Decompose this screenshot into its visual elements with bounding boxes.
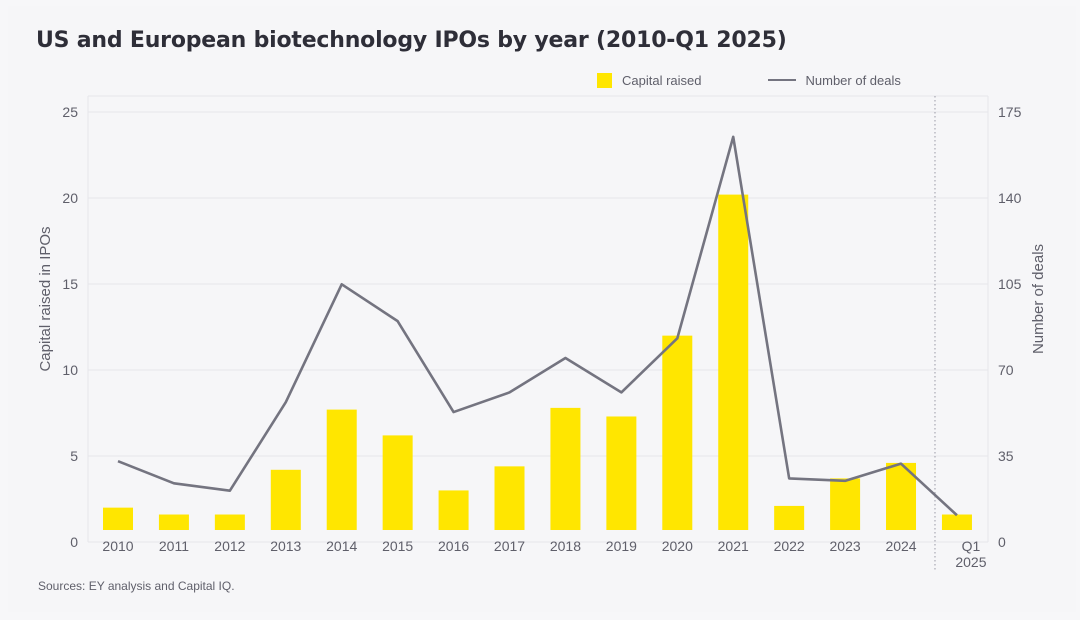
- legend-label-capital: Capital raised: [622, 72, 702, 88]
- bar-2015: [382, 435, 413, 530]
- x-tick-label: 2015: [382, 538, 413, 554]
- legend-item-deals: Number of deals: [767, 72, 901, 88]
- legend-item-capital: Capital raised: [597, 72, 702, 88]
- legend-line-swatch: [767, 78, 796, 82]
- x-tick-label: 2011: [159, 538, 189, 554]
- x-tick-label: 2019: [606, 538, 637, 554]
- x-tick-label: Q1: [962, 538, 981, 554]
- y-tick-label: 0: [70, 534, 78, 550]
- x-tick-label: 2014: [326, 538, 357, 554]
- legend-bar-swatch: [597, 72, 612, 88]
- x-axis-ticks: 2010 2011 2012 2013 2014 2015 2016 2017 2018 2019…: [102, 538, 986, 570]
- bar-q1-2025: [941, 514, 972, 530]
- y-axis-right-label: Number of deals: [1030, 244, 1047, 354]
- source-note: Sources: EY analysis and Capital IQ.: [38, 579, 235, 593]
- y2-tick-label: 175: [998, 104, 1022, 120]
- deals-line: [117, 135, 958, 517]
- bar-2021: [718, 194, 749, 530]
- x-tick-label: 2016: [438, 538, 469, 554]
- x-tick-label: 2017: [494, 538, 525, 554]
- bar-2020: [662, 335, 693, 530]
- x-tick-label: 2013: [270, 538, 301, 554]
- x-tick-label: 2020: [662, 538, 693, 554]
- x-tick-label: 2021: [718, 538, 749, 554]
- bar-2012: [214, 514, 245, 530]
- x-tick-label: 2012: [214, 538, 245, 554]
- chart-legend: Capital raised Number of deals: [597, 70, 967, 90]
- y-tick-label: 10: [62, 362, 78, 378]
- bar-2016: [438, 490, 469, 530]
- chart-title: US and European biotechnology IPOs by ye…: [36, 28, 787, 53]
- bar-2013: [270, 469, 301, 530]
- y2-tick-label: 140: [998, 190, 1022, 206]
- bar-2014: [326, 409, 357, 530]
- x-tick-label: 2024: [885, 538, 916, 554]
- bar-2010: [103, 507, 133, 530]
- x-tick-label: 2010: [102, 538, 133, 554]
- x-tick-label: 2022: [774, 538, 805, 554]
- y2-tick-label: 0: [998, 534, 1006, 550]
- y-tick-label: 15: [62, 276, 78, 292]
- y2-tick-label: 70: [998, 362, 1014, 378]
- x-tick-label-line2: 2025: [955, 554, 986, 570]
- x-tick-label: 2018: [550, 538, 581, 554]
- bar-2017: [494, 466, 525, 530]
- y-tick-label: 25: [62, 104, 78, 120]
- y-axis-left-ticks: 0 5 10 15 20 25: [62, 104, 78, 550]
- bar-2011: [158, 514, 189, 530]
- x-tick-label: 2023: [830, 538, 861, 554]
- bar-2018: [550, 407, 581, 530]
- y-axis-left-label: Capital raised in IPOs: [37, 226, 54, 371]
- y-axis-right-ticks: 0 35 70 105 140 175: [998, 104, 1022, 550]
- legend-label-deals: Number of deals: [805, 72, 901, 88]
- bar-series: [103, 194, 972, 530]
- y-tick-label: 20: [62, 190, 78, 206]
- gridlines: [87, 95, 989, 543]
- bar-2023: [830, 478, 861, 530]
- bar-2019: [606, 416, 637, 530]
- bar-2022: [774, 505, 805, 530]
- y-tick-label: 5: [70, 448, 78, 464]
- y2-tick-label: 35: [998, 448, 1014, 464]
- y2-tick-label: 105: [998, 276, 1022, 292]
